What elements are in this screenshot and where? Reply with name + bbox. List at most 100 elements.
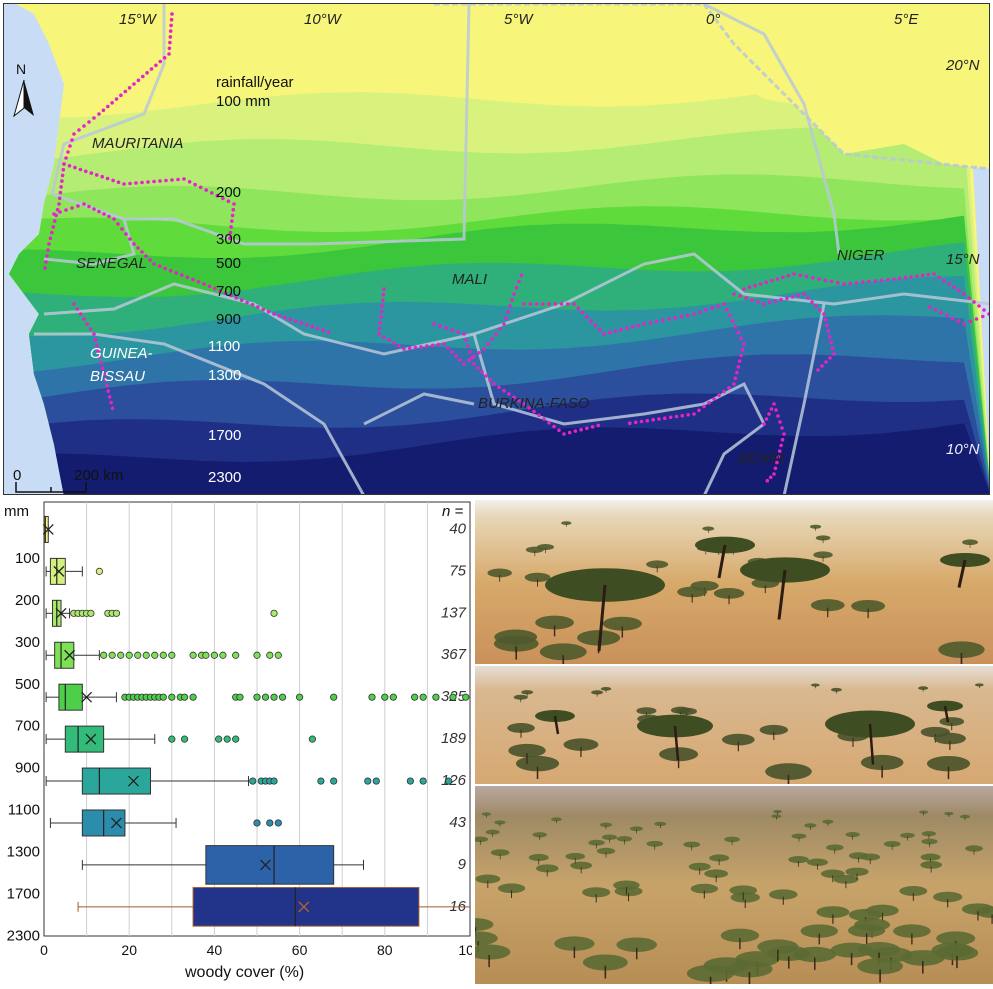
box-iqr: [58, 683, 83, 711]
site-dot: [639, 419, 644, 424]
tree-canopy: [771, 814, 782, 819]
site-dot: [962, 322, 966, 326]
rainfall-title-line2: 100 mm: [216, 93, 270, 110]
site-dot: [232, 202, 236, 206]
site-dot: [488, 378, 492, 382]
tree-canopy: [759, 724, 789, 736]
site-dot: [381, 298, 385, 303]
site-dot: [541, 302, 545, 306]
photo-dense-shrub-savanna: [475, 786, 993, 984]
site-dot: [981, 314, 985, 319]
lon-label-5e: 5°E: [894, 11, 919, 28]
site-dot: [88, 327, 93, 331]
outlier-point: [168, 735, 176, 743]
site-dot: [939, 310, 943, 315]
rainfall-title-line1: rainfall/year: [216, 74, 294, 91]
site-dot: [67, 164, 72, 168]
outlier-point: [223, 735, 231, 743]
site-dot: [128, 181, 132, 186]
tree-canopy: [883, 841, 901, 848]
tree-canopy: [704, 869, 729, 878]
acacia-trunk: [673, 725, 680, 761]
site-dot: [111, 178, 115, 183]
outlier-point: [219, 651, 227, 659]
site-dot: [123, 89, 128, 94]
x-tick-label: 40: [207, 942, 223, 958]
country-borders: [34, 4, 989, 494]
site-dot: [450, 350, 454, 354]
site-dot: [512, 292, 516, 296]
tree-canopy: [551, 817, 562, 822]
site-dot: [462, 362, 466, 366]
tree-canopy: [654, 821, 667, 826]
site-dot: [120, 227, 124, 231]
box-iqr: [192, 887, 420, 927]
site-dot: [580, 310, 585, 315]
site-dot: [168, 29, 173, 33]
outlier-point: [449, 693, 457, 701]
outlier-point: [406, 777, 414, 785]
site-dot: [767, 300, 772, 305]
site-dot: [97, 355, 102, 359]
tree-canopy: [935, 945, 979, 961]
site-dot: [802, 292, 806, 296]
site-dot: [945, 313, 949, 318]
site-dot: [553, 302, 558, 306]
tree-canopy: [487, 568, 512, 578]
site-dot: [213, 286, 217, 291]
site-dot: [122, 182, 126, 186]
site-dot: [597, 327, 602, 332]
tree-canopy: [933, 732, 966, 745]
site-dot: [765, 478, 770, 483]
site-dot: [196, 280, 201, 284]
site-dot: [776, 455, 781, 459]
scale-zero: 0: [13, 467, 21, 484]
site-dot: [167, 46, 172, 51]
site-dot: [680, 413, 685, 418]
site-dot: [519, 273, 524, 278]
site-dot: [55, 207, 60, 212]
site-dot: [972, 300, 976, 304]
y-tick-label: 1700: [7, 885, 40, 902]
border-line-5: [472, 333, 766, 494]
tree-canopy: [599, 822, 613, 827]
site-dot: [60, 173, 65, 178]
tree-canopy: [535, 615, 574, 630]
site-dot: [158, 59, 163, 64]
y-tick-label: 500: [15, 676, 40, 693]
box-iqr: [49, 557, 66, 585]
outlier-point: [202, 651, 210, 659]
site-dot: [397, 344, 401, 348]
site-dot: [402, 347, 406, 351]
site-dot: [825, 323, 829, 328]
site-dot: [593, 323, 598, 328]
site-dot: [72, 132, 76, 136]
site-dot: [103, 377, 108, 382]
tree-canopy: [646, 840, 664, 847]
site-dot: [234, 296, 239, 300]
site-dot: [152, 262, 156, 266]
tree-canopy: [475, 931, 498, 946]
site-dot: [657, 417, 661, 421]
site-dot: [230, 219, 234, 223]
site-dot: [169, 17, 174, 22]
site-dot: [226, 199, 231, 203]
tree-canopy: [690, 883, 718, 894]
site-dot: [168, 268, 173, 273]
site-dot: [727, 313, 732, 318]
site-dot: [100, 174, 104, 179]
tree-canopy: [582, 887, 611, 898]
site-dot: [698, 310, 702, 314]
tree-canopy: [962, 539, 978, 546]
country-benin: BENIN: [738, 450, 784, 467]
site-dot: [738, 294, 742, 298]
site-dot: [456, 330, 460, 334]
site-dot: [982, 308, 986, 312]
site-dot: [785, 296, 789, 301]
site-dot: [176, 177, 180, 182]
outlier-point: [411, 693, 419, 701]
tree-canopy: [536, 543, 555, 551]
site-dot: [933, 307, 938, 312]
outlier-point: [317, 777, 325, 785]
site-dot: [480, 370, 484, 374]
